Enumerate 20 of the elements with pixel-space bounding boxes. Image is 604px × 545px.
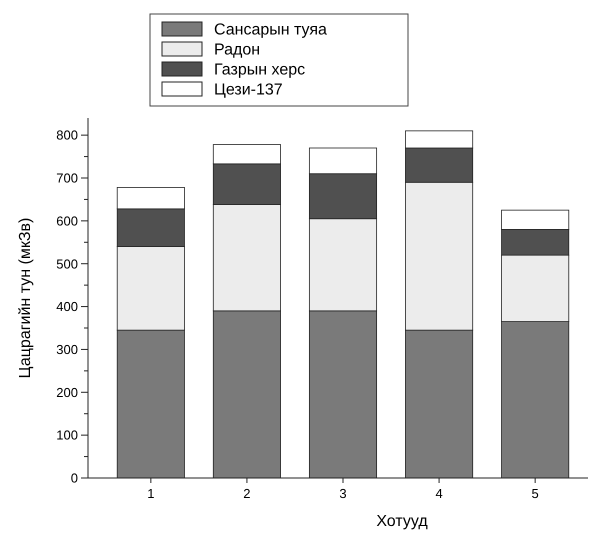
y-tick-label: 800 [56, 128, 78, 143]
y-tick-label: 100 [56, 428, 78, 443]
x-tick-label: 4 [435, 486, 443, 501]
legend-label: Цези-137 [214, 82, 283, 99]
x-tick-label: 3 [339, 486, 347, 501]
x-tick-label: 2 [243, 486, 251, 501]
x-tick-label: 1 [147, 486, 154, 501]
legend-label: Сансарын туяа [214, 22, 328, 39]
y-tick-label: 0 [70, 470, 78, 486]
legend-label: Газрын херс [214, 62, 306, 79]
y-tick-label: 400 [56, 299, 78, 314]
legend-label: Радон [214, 42, 260, 59]
y-tick-label: 600 [56, 213, 78, 228]
x-axis-title: Хотууд [376, 513, 428, 530]
y-tick-label: 700 [56, 170, 78, 186]
y-axis-title: Цацрагийн тун (мкЗв) [17, 218, 34, 378]
y-tick-label: 300 [56, 342, 78, 357]
y-tick-label: 500 [56, 256, 78, 272]
x-tick-label: 5 [532, 486, 539, 501]
y-tick-label: 200 [56, 384, 78, 400]
